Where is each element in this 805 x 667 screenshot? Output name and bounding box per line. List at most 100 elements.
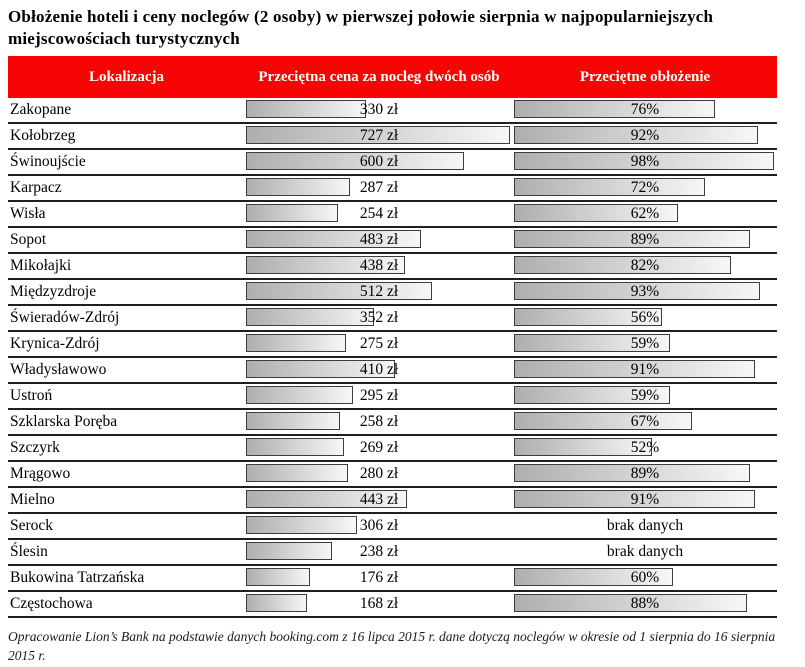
price-bar: [246, 334, 346, 352]
location-label: Mrągowo: [10, 465, 71, 482]
table-row: Mrągowo 280 zł 89%: [8, 462, 777, 488]
price-label: 176 zł: [359, 569, 399, 586]
price-cell: 727 zł: [245, 124, 513, 148]
price-label: 330 zł: [359, 101, 399, 118]
occupancy-cell: brak danych: [513, 540, 777, 564]
occupancy-cell: 88%: [513, 592, 777, 616]
price-label: 287 zł: [359, 179, 399, 196]
occupancy-cell: 60%: [513, 566, 777, 590]
price-bar: [246, 516, 357, 534]
price-cell: 443 zł: [245, 488, 513, 512]
occupancy-bar: [514, 308, 662, 326]
location-label: Zakopane: [10, 101, 72, 118]
location-label: Krynica-Zdrój: [10, 335, 100, 352]
occupancy-bar: [514, 594, 747, 612]
table-row: Sopot 483 zł 89%: [8, 228, 777, 254]
price-cell: 512 zł: [245, 280, 513, 304]
price-bar: [246, 412, 340, 430]
price-bar: [246, 490, 407, 508]
occupancy-label: 56%: [630, 309, 660, 326]
price-label: 352 zł: [359, 309, 399, 326]
location-label: Sopot: [10, 231, 47, 248]
price-label: 306 zł: [359, 517, 399, 534]
occupancy-cell: 56%: [513, 306, 777, 330]
occupancy-cell: 89%: [513, 462, 777, 486]
price-cell: 600 zł: [245, 150, 513, 174]
table-row: Międzyzdroje 512 zł 93%: [8, 280, 777, 306]
occupancy-label: 52%: [630, 439, 660, 456]
location-label: Ślesin: [10, 543, 48, 560]
table-row: Częstochowa 168 zł 88%: [8, 592, 777, 618]
price-bar: [246, 594, 307, 612]
location-label: Wisła: [10, 205, 46, 222]
table-row: Ślesin 238 zł brak danych: [8, 540, 777, 566]
occupancy-bar: [514, 490, 755, 508]
header-cell-occupancy: Przeciętne obłożenie: [579, 68, 711, 85]
price-label: 483 zł: [359, 231, 399, 248]
occupancy-bar: [514, 464, 750, 482]
price-bar: [246, 178, 350, 196]
location-label: Kołobrzeg: [10, 127, 76, 144]
occupancy-label: 91%: [630, 491, 660, 508]
occupancy-label: 93%: [630, 283, 660, 300]
price-bar: [246, 568, 310, 586]
hotel-price-occupancy-table: Lokalizacja Przeciętna cena za nocleg dw…: [8, 56, 777, 618]
occupancy-bar: [514, 334, 670, 352]
price-bar: [246, 282, 432, 300]
location-label: Częstochowa: [10, 595, 93, 612]
price-bar: [246, 308, 374, 326]
table-row: Świeradów-Zdrój 352 zł 56%: [8, 306, 777, 332]
price-cell: 352 zł: [245, 306, 513, 330]
location-label: Międzyzdroje: [10, 283, 97, 300]
table-row: Świnoujście 600 zł 98%: [8, 150, 777, 176]
location-label: Bukowina Tatrzańska: [10, 569, 145, 586]
price-cell: 275 zł: [245, 332, 513, 356]
price-label: 254 zł: [359, 205, 399, 222]
table-header: Lokalizacja Przeciętna cena za nocleg dw…: [8, 56, 777, 98]
price-bar: [246, 386, 353, 404]
occupancy-label: brak danych: [606, 543, 684, 560]
location-label: Świeradów-Zdrój: [10, 309, 120, 326]
page-title: Obłożenie hoteli i ceny noclegów (2 osob…: [8, 7, 714, 48]
price-cell: 254 zł: [245, 202, 513, 226]
table-body: Zakopane 330 zł 76% Kołobrzeg 727 zł 92%…: [8, 98, 777, 618]
occupancy-label: 59%: [630, 387, 660, 404]
price-cell: 168 zł: [245, 592, 513, 616]
occupancy-cell: 59%: [513, 332, 777, 356]
occupancy-label: 82%: [630, 257, 660, 274]
occupancy-bar: [514, 282, 760, 300]
occupancy-cell: 93%: [513, 280, 777, 304]
occupancy-label: 60%: [630, 569, 660, 586]
price-cell: 410 zł: [245, 358, 513, 382]
location-label: Serock: [10, 517, 54, 534]
table-row: Serock 306 zł brak danych: [8, 514, 777, 540]
occupancy-cell: brak danych: [513, 514, 777, 538]
location-label: Szczyrk: [10, 439, 60, 456]
price-cell: 306 zł: [245, 514, 513, 538]
price-cell: 483 zł: [245, 228, 513, 252]
occupancy-label: 89%: [630, 231, 660, 248]
price-label: 258 zł: [359, 413, 399, 430]
occupancy-label: 67%: [630, 413, 660, 430]
price-label: 727 zł: [359, 127, 399, 144]
location-label: Świnoujście: [10, 153, 86, 170]
price-cell: 330 zł: [245, 98, 513, 122]
occupancy-bar: [514, 204, 678, 222]
table-row: Władysławowo 410 zł 91%: [8, 358, 777, 384]
price-bar: [246, 542, 332, 560]
occupancy-bar: [514, 568, 673, 586]
price-label: 295 zł: [359, 387, 399, 404]
price-label: 168 zł: [359, 595, 399, 612]
occupancy-cell: 72%: [513, 176, 777, 200]
occupancy-bar: [514, 152, 774, 170]
header-cell-location: Lokalizacja: [89, 68, 164, 85]
occupancy-label: 62%: [630, 205, 660, 222]
price-cell: 258 zł: [245, 410, 513, 434]
occupancy-label: 98%: [630, 153, 660, 170]
price-bar: [246, 256, 405, 274]
location-label: Mielno: [10, 491, 55, 508]
price-bar: [246, 100, 366, 118]
occupancy-cell: 91%: [513, 488, 777, 512]
price-label: 410 zł: [359, 361, 399, 378]
